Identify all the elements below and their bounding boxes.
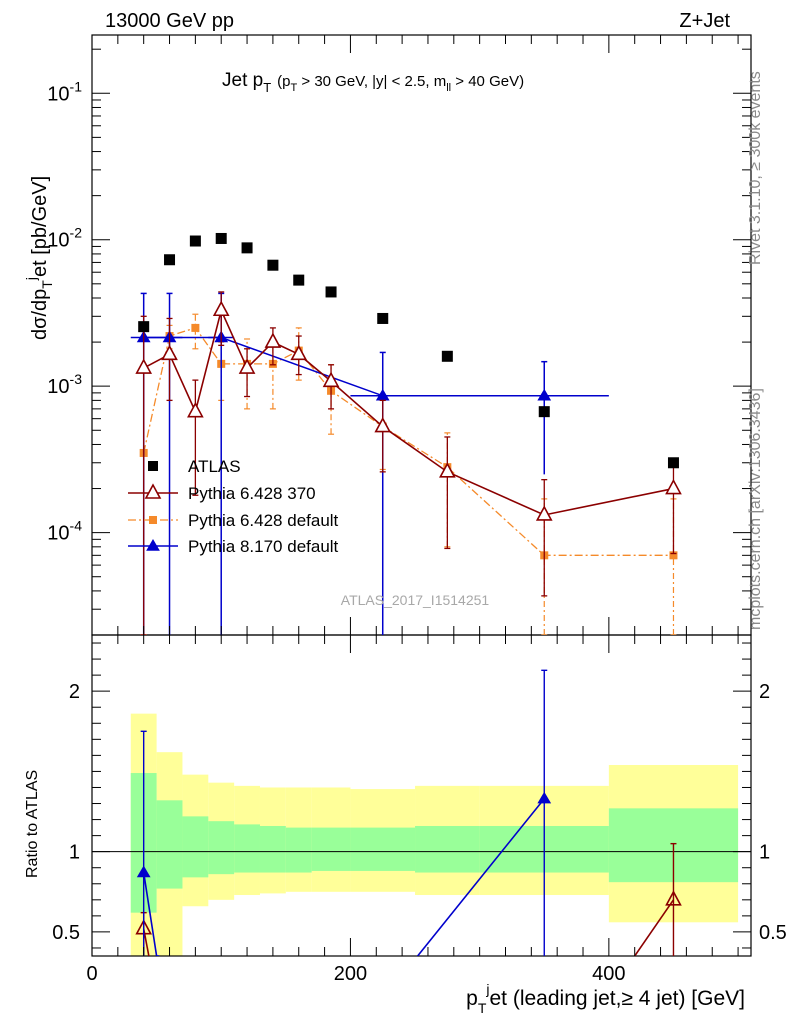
main-y-axis-label: dσ/dpTjet [pb/GeV]	[23, 176, 55, 340]
legend-marker-atlas	[148, 461, 158, 471]
legend: ATLAS Pythia 6.428 370 Pythia 6.428 defaul…	[128, 457, 339, 556]
point-pythia6-370-7	[322, 371, 340, 388]
legend-label-1: Pythia 6.428 370	[188, 484, 316, 503]
main-y-tick-label: 10-3	[47, 371, 82, 398]
main-clipped	[130, 232, 682, 635]
point-pythia6-370-10	[535, 505, 553, 521]
x-tick-label: 400	[592, 963, 625, 985]
legend-label-0: ATLAS	[188, 457, 241, 476]
point-atlas-1	[164, 254, 176, 266]
x-tick-label: 0	[86, 963, 97, 985]
point-pythia6-370-3	[212, 300, 230, 317]
ratio-y-tick-label: 0.5	[52, 922, 80, 944]
ratio-band-green-4	[234, 824, 260, 873]
ratio-line-1	[142, 872, 158, 956]
x-axis-label: pTjet (leading jet,≥ 4 jet) [GeV]	[466, 981, 745, 1016]
main-y-tick-label: 10-4	[47, 518, 82, 545]
legend-marker-pythia6-default	[149, 516, 157, 524]
point-pythia6-370-9	[439, 462, 456, 478]
point-atlas-4	[241, 242, 253, 254]
point-pythia6-default-2	[191, 323, 200, 332]
ratio-point-1-0	[136, 865, 151, 878]
point-pythia6-370-11	[665, 478, 682, 495]
main-title: Jet pT (pT > 30 GeV, |y| < 2.5, mll > 40 …	[222, 70, 524, 95]
series-line-pythia6-370	[143, 307, 674, 516]
series-line-pythia6-default	[143, 327, 674, 556]
point-pythia6-370-5	[264, 332, 282, 348]
point-pythia6-370-1	[161, 344, 178, 361]
axis-ticks: 10-4 10-3 10-2 10-1 0 200 400 0.5 0.5 1 1 2 2	[47, 35, 786, 985]
ratio-y-tick-label-right: 1	[759, 842, 770, 864]
point-atlas-5	[267, 259, 279, 271]
ratio-y-tick-label: 1	[69, 842, 80, 864]
ratio-band-green-3	[208, 821, 235, 875]
main-panel-data	[130, 232, 682, 635]
main-y-tick-label: 10-1	[47, 78, 82, 105]
point-atlas-6	[293, 274, 305, 286]
point-atlas-10	[538, 406, 550, 418]
header-left: 13000 GeV pp	[105, 10, 234, 32]
point-atlas-11	[667, 457, 679, 469]
point-pythia6-370-8	[374, 416, 392, 433]
plot-frames	[91, 34, 752, 957]
ratio-line-0	[634, 899, 675, 956]
point-pythia6-370-2	[187, 401, 204, 418]
ratio-band-green-7	[311, 827, 351, 871]
ratio-y-tick-label: 2	[69, 681, 80, 703]
ratio-band-green-1	[156, 800, 183, 889]
point-pythia6-370-0	[135, 358, 153, 374]
ratio-band-green-8	[350, 827, 416, 871]
point-pythia6-370-4	[238, 358, 256, 374]
ratio-frame	[91, 634, 752, 957]
legend-label-2: Pythia 6.428 default	[188, 511, 339, 530]
legend-marker-pythia6-370	[144, 483, 162, 499]
rivet-label: Rivet 3.1.10, ≥ 300k events	[747, 71, 764, 265]
ratio-band-green-9	[415, 825, 480, 873]
point-atlas-2	[189, 235, 201, 247]
main-y-tick-label: 10-2	[47, 225, 82, 252]
ratio-band-green-2	[182, 816, 209, 878]
point-atlas-8	[377, 312, 389, 324]
point-pythia6-370-6	[290, 344, 308, 361]
x-tick-label: 200	[334, 963, 367, 985]
ratio-band-green-5	[259, 825, 286, 873]
ratio-y-axis-label: Ratio to ATLAS	[24, 770, 41, 878]
point-atlas-9	[441, 350, 453, 362]
ratio-y-tick-label-right: 2	[759, 681, 770, 703]
point-atlas-3	[215, 232, 227, 244]
ratio-line-1	[417, 798, 545, 956]
header-right: Z+Jet	[679, 10, 730, 32]
mcplots-label: mcplots.cern.ch [arXiv:1306.3436]	[747, 388, 764, 630]
ratio-band-green-6	[285, 827, 312, 873]
point-pythia6-default-11	[669, 551, 678, 560]
analysis-watermark: ATLAS_2017_I1514251	[341, 592, 490, 608]
point-pythia8-4	[537, 388, 552, 401]
point-atlas-0	[138, 321, 150, 333]
ratio-uncertainty-bands	[92, 713, 751, 956]
ratio-y-tick-label-right: 0.5	[759, 922, 786, 944]
point-atlas-7	[325, 286, 337, 298]
legend-label-3: Pythia 8.170 default	[188, 537, 339, 556]
ratio-point-1-1	[537, 791, 552, 804]
ratio-point-0-1	[665, 890, 682, 906]
legend-marker-pythia8	[146, 539, 160, 551]
series-line-pythia8	[143, 336, 545, 397]
